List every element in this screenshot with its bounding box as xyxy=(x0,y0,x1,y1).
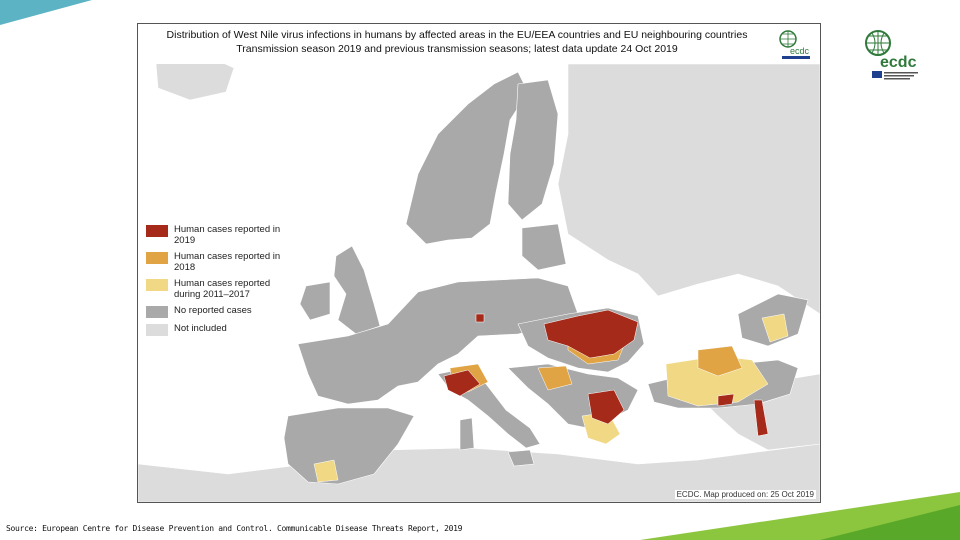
map-title-date: 24 Oct 2019 xyxy=(620,43,678,55)
area-2018-turkey xyxy=(697,345,743,377)
sardinia xyxy=(459,417,475,451)
map-title: Distribution of West Nile virus infectio… xyxy=(138,24,776,64)
legend-swatch xyxy=(146,306,168,318)
sicily xyxy=(507,449,535,467)
legend-swatch xyxy=(146,225,168,237)
area-2019-italy xyxy=(443,369,481,397)
eu-flag-icon xyxy=(872,71,882,78)
baltics xyxy=(521,223,567,271)
area-2018-balkans xyxy=(537,365,573,391)
ecdc-small-logo: ecdc xyxy=(776,27,816,61)
area-2011-2017-spain xyxy=(313,459,339,483)
legend-swatch xyxy=(146,324,168,336)
ecdc-logo-text: ecdc xyxy=(880,54,917,71)
norway-sweden xyxy=(405,71,529,245)
map-title-line1: Distribution of West Nile virus infectio… xyxy=(166,29,748,41)
legend-item-2011-2017: Human cases reported during 2011–2017 xyxy=(146,278,296,300)
ecdc-small-logo-text: ecdc xyxy=(790,46,810,56)
legend-swatch xyxy=(146,279,168,291)
ireland xyxy=(299,281,331,321)
area-2019-cyprus xyxy=(717,393,735,407)
area-2019-czech xyxy=(475,313,485,323)
legend-item-no-cases: No reported cases xyxy=(146,305,296,318)
area-2019-hungary-romania xyxy=(543,309,639,359)
legend-label: Not included xyxy=(174,323,227,334)
map-legend: Human cases reported in 2019 Human cases… xyxy=(142,220,296,345)
top-left-accent xyxy=(0,0,92,25)
area-2011-2017-caucasus xyxy=(761,313,789,343)
map-credit: ECDC. Map produced on: 25 Oct 2019 xyxy=(674,490,816,499)
map-title-line2-text: Transmission season 2019 and previous tr… xyxy=(236,43,618,55)
ecdc-logo: ecdc xyxy=(865,30,918,80)
source-citation: Source: European Centre for Disease Prev… xyxy=(6,524,463,533)
legend-label: No reported cases xyxy=(174,305,252,316)
map-frame: Distribution of West Nile virus infectio… xyxy=(137,23,821,503)
legend-item-not-included: Not included xyxy=(146,323,296,336)
area-2019-greece xyxy=(587,389,625,425)
area-2019-israel xyxy=(753,399,769,437)
legend-swatch xyxy=(146,252,168,264)
western-europe xyxy=(297,277,579,405)
map-title-line2: Transmission season 2019 and previous tr… xyxy=(138,42,776,56)
legend-item-2019: Human cases reported in 2019 xyxy=(146,224,296,246)
legend-label: Human cases reported during 2011–2017 xyxy=(174,278,271,300)
legend-label: Human cases reported in 2018 xyxy=(174,251,281,273)
legend-label: Human cases reported in 2019 xyxy=(174,224,281,246)
finland xyxy=(507,79,559,221)
russia-east xyxy=(557,63,820,315)
ecdc-globe-icon: ecdc xyxy=(779,30,810,59)
legend-item-2018: Human cases reported in 2018 xyxy=(146,251,296,273)
